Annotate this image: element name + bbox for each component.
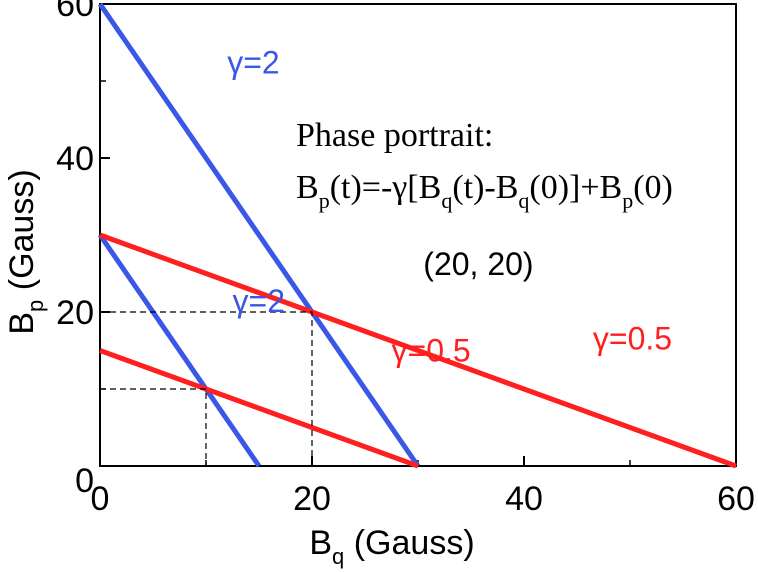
x-tick-label-2: 20 bbox=[293, 480, 331, 518]
plot-area bbox=[99, 3, 737, 467]
y-tick-label-3: 40 bbox=[56, 140, 94, 178]
equation-part-3: (t)=-γ[B bbox=[330, 169, 442, 206]
x-axis-label-main: B bbox=[309, 524, 332, 562]
series-line-2 bbox=[97, 233, 262, 468]
reference-line-1 bbox=[100, 311, 313, 466]
equation-subscript-8: p bbox=[622, 188, 633, 213]
series-layer bbox=[97, 2, 737, 469]
y-axis-label: Bp (Gauss) bbox=[3, 169, 48, 334]
equation-part-1: B bbox=[296, 169, 319, 206]
equation-subscript-2: p bbox=[319, 188, 330, 213]
equation-part-9: (0) bbox=[633, 169, 673, 206]
y-axis: 0 20 40 60 Bp (Gauss) bbox=[3, 0, 110, 500]
equation-subscript-4: q bbox=[441, 188, 452, 213]
y-tick-label-4: 60 bbox=[56, 0, 94, 24]
annotation-4: γ=0.5 bbox=[392, 332, 471, 368]
annotation-layer: γ=2 γ=2 (20, 20) γ=0.5 γ=0.5 bbox=[227, 44, 672, 368]
x-tick-label-3: 40 bbox=[505, 480, 543, 518]
annotation-5: γ=0.5 bbox=[593, 321, 672, 357]
x-axis-label-tail: (Gauss) bbox=[344, 524, 474, 562]
y-tick-label-1: 0 bbox=[75, 462, 94, 500]
reference-layer bbox=[100, 311, 313, 466]
phase-portrait-title: Phase portrait: bbox=[296, 117, 493, 154]
plot-frame bbox=[99, 3, 737, 467]
equation-part-5: (t)-B bbox=[452, 169, 518, 206]
annotation-1: γ=2 bbox=[227, 44, 279, 80]
phase-text-layer: Phase portrait:Bp(t)=-γ[Bq(t)-Bq(0)]+Bp(… bbox=[296, 117, 673, 213]
x-axis-label-sub: q bbox=[332, 544, 344, 569]
y-axis-label-sub: p bbox=[23, 300, 48, 312]
y-tick-label-2: 20 bbox=[56, 294, 94, 332]
y-axis-label-main: B bbox=[3, 312, 41, 335]
x-tick-label-1: 0 bbox=[91, 480, 110, 518]
x-tick-label-4: 60 bbox=[717, 480, 755, 518]
annotation-3: (20, 20) bbox=[423, 246, 533, 282]
reference-line-2 bbox=[100, 388, 207, 466]
equation-subscript-6: q bbox=[518, 188, 529, 213]
y-axis-label-tail: (Gauss) bbox=[3, 169, 41, 299]
series-line-4 bbox=[99, 348, 419, 469]
phase-portrait-equation: Bp(t)=-γ[Bq(t)-Bq(0)]+Bp(0) bbox=[296, 169, 673, 213]
equation-part-7: (0)]+B bbox=[529, 169, 622, 206]
x-axis: 0 20 40 60 Bq (Gauss) bbox=[91, 456, 755, 569]
x-axis-label: Bq (Gauss) bbox=[309, 524, 474, 569]
annotation-2: γ=2 bbox=[233, 283, 285, 319]
